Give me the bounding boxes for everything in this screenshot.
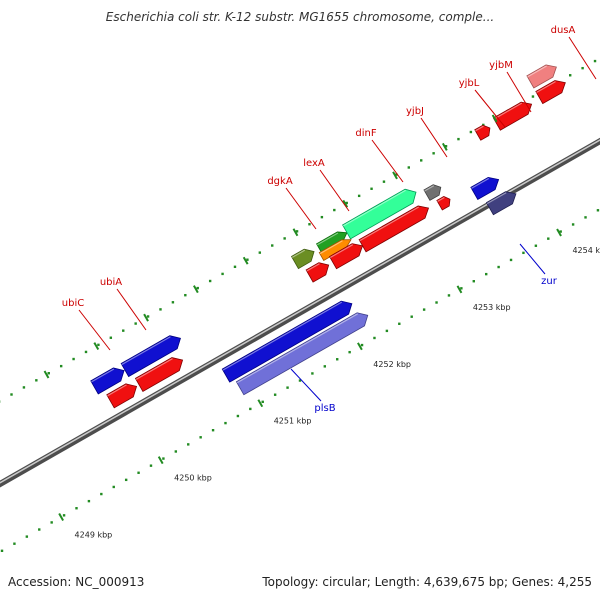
gene-block-ubiA[interactable] bbox=[120, 332, 184, 378]
forward-tick-mark bbox=[491, 114, 498, 123]
gene-label-yjbM[interactable]: yjbM bbox=[489, 60, 513, 71]
gene-label-dgkA[interactable]: dgkA bbox=[267, 176, 292, 187]
gene-block-dinF[interactable] bbox=[342, 185, 420, 240]
map-title: Escherichia coli str. K-12 substr. MG165… bbox=[105, 10, 495, 24]
gene-block-lexA-cds[interactable] bbox=[328, 240, 366, 270]
leader-line-yjbJ bbox=[420, 117, 448, 158]
gene-label-lexA[interactable]: lexA bbox=[303, 158, 325, 169]
forward-tick-mark bbox=[441, 142, 448, 151]
forward-tick-mark bbox=[193, 285, 199, 294]
gene-label-yjbJ[interactable]: yjbJ bbox=[406, 106, 424, 117]
leader-line-ubiA bbox=[116, 288, 147, 331]
scale-tick-mark bbox=[357, 342, 363, 351]
gene-block-dinF-cds[interactable] bbox=[358, 202, 432, 253]
gene-block-dgkA[interactable] bbox=[290, 245, 317, 270]
gene-block-zur-cds[interactable] bbox=[485, 188, 519, 216]
scale-tick-label: 4251 kbp bbox=[274, 417, 312, 426]
gene-block-yjbM[interactable] bbox=[492, 98, 535, 131]
gene-block-dusA[interactable] bbox=[526, 61, 560, 89]
gene-block-yjbJ[interactable] bbox=[423, 182, 444, 201]
leader-line-ubiC bbox=[78, 309, 111, 351]
scale-tick-label: 4254 kbp bbox=[572, 246, 600, 255]
scale-tick-label: 4249 kbp bbox=[75, 531, 113, 540]
scale-tick-mark bbox=[556, 228, 562, 237]
gene-label-ubiC[interactable]: ubiC bbox=[62, 298, 84, 309]
gene-block-ubiC-cds[interactable] bbox=[106, 380, 140, 409]
gene-block-dgkA-cds[interactable] bbox=[305, 259, 332, 283]
backbone-line bbox=[0, 139, 600, 484]
scale-tick-mark bbox=[58, 513, 64, 521]
gene-block-plsB[interactable] bbox=[221, 297, 355, 383]
forward-tick-mark bbox=[342, 199, 349, 208]
gene-label-zur[interactable]: zur bbox=[541, 276, 558, 287]
gene-label-dinF[interactable]: dinF bbox=[355, 128, 376, 139]
gene-label-ubiA[interactable]: ubiA bbox=[100, 277, 122, 288]
scale-tick-label: 4253 kbp bbox=[473, 303, 511, 312]
forward-tick-mark bbox=[143, 313, 149, 322]
leader-line-yjbM bbox=[506, 71, 532, 113]
scale-tick-label: 4252 kbp bbox=[373, 360, 411, 369]
forward-tick-mark bbox=[392, 171, 398, 180]
forward-tick-mark bbox=[242, 256, 249, 265]
gene-block-plsB-cds[interactable] bbox=[235, 309, 371, 396]
reverse-track-dots bbox=[0, 209, 600, 553]
scale-tick-label: 4250 kbp bbox=[174, 474, 212, 483]
accession-text: Accession: NC_000913 bbox=[8, 575, 145, 589]
gene-block-ubiC[interactable] bbox=[90, 364, 128, 395]
gene-label-yjbL[interactable]: yjbL bbox=[459, 78, 480, 89]
gene-block-yjbJ-cds[interactable] bbox=[436, 194, 453, 211]
gene-block-ubiA-cds[interactable] bbox=[134, 354, 186, 392]
genome-summary-text: Topology: circular; Length: 4,639,675 bp… bbox=[262, 575, 592, 589]
gene-block-lexA-orange[interactable] bbox=[318, 236, 353, 261]
gene-block-zur[interactable] bbox=[470, 173, 502, 201]
leader-line-dusA bbox=[568, 36, 597, 80]
gene-label-plsB[interactable]: plsB bbox=[314, 403, 335, 414]
forward-tick-mark bbox=[43, 370, 50, 379]
gene-block-yjbL[interactable] bbox=[474, 123, 493, 141]
gene-block-dusA-cds[interactable] bbox=[535, 77, 569, 105]
leader-line-plsB bbox=[290, 368, 322, 402]
scale-tick-mark bbox=[456, 285, 463, 294]
scale-tick-mark bbox=[157, 456, 164, 465]
gene-label-dusA[interactable]: dusA bbox=[551, 25, 576, 36]
leader-line-lexA bbox=[319, 169, 350, 212]
forward-tick-mark bbox=[93, 342, 100, 351]
forward-tick-mark bbox=[292, 228, 299, 237]
leader-line-dgkA bbox=[285, 187, 317, 230]
scale-tick-mark bbox=[257, 399, 264, 408]
leader-line-yjbL bbox=[474, 89, 506, 128]
leader-line-dinF bbox=[371, 139, 404, 183]
leader-line-zur bbox=[519, 243, 546, 275]
forward-track-dots bbox=[0, 59, 597, 403]
